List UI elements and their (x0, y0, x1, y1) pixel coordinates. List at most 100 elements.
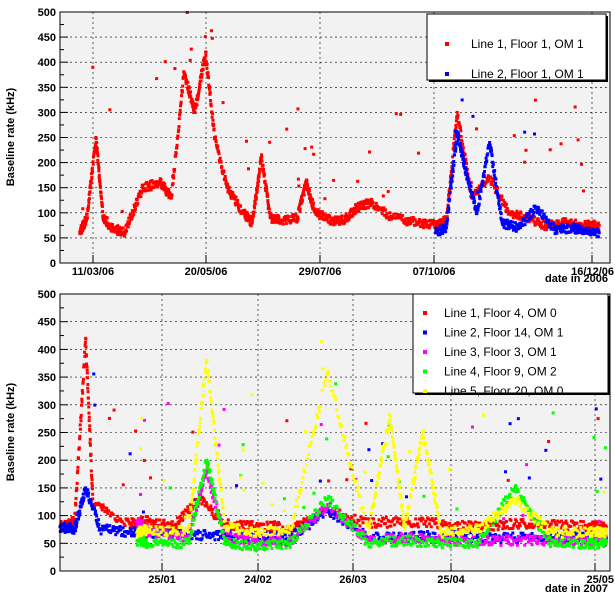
data-point (469, 181, 473, 185)
data-point (212, 418, 216, 422)
data-point (496, 194, 500, 198)
data-point (463, 153, 467, 157)
data-point (401, 535, 405, 539)
data-point (393, 212, 397, 216)
data-point (505, 525, 509, 529)
data-point (106, 511, 110, 515)
data-point (67, 530, 71, 534)
data-point (152, 527, 156, 531)
data-point (357, 519, 361, 523)
data-point (195, 457, 199, 461)
data-point (81, 377, 85, 381)
data-point (160, 525, 164, 529)
data-point (277, 520, 281, 524)
data-point (525, 219, 529, 223)
data-point (214, 140, 218, 144)
data-point (498, 194, 502, 198)
data-point (155, 180, 159, 184)
data-point (456, 139, 460, 143)
data-point (482, 172, 486, 176)
data-point (514, 221, 518, 225)
data-point (153, 532, 157, 536)
data-point (200, 75, 204, 79)
data-point (165, 193, 169, 197)
data-point (218, 477, 221, 481)
data-point (382, 535, 386, 539)
data-point (349, 525, 353, 529)
data-point (141, 183, 145, 187)
data-point (548, 532, 552, 536)
data-point (166, 543, 170, 547)
data-point (142, 542, 146, 546)
data-point (506, 496, 510, 500)
data-point (497, 524, 501, 528)
data-point (503, 499, 507, 503)
data-point (433, 522, 437, 526)
data-point (587, 220, 591, 224)
data-point (504, 209, 508, 213)
data-point (243, 532, 247, 536)
data-point (164, 542, 168, 546)
data-point (221, 505, 225, 509)
data-point (138, 192, 142, 196)
data-point (131, 520, 135, 524)
data-point (159, 532, 163, 536)
data-point (75, 481, 79, 485)
data-point (348, 517, 352, 521)
data-point (121, 526, 125, 530)
data-point (167, 541, 171, 545)
data-point (532, 220, 536, 224)
data-point (93, 148, 97, 152)
data-point (342, 513, 346, 517)
data-point (367, 538, 371, 542)
data-point (204, 53, 208, 57)
data-point (201, 401, 205, 405)
data-point (440, 229, 444, 233)
data-point (217, 152, 221, 156)
data-point (592, 224, 596, 228)
data-point (108, 416, 111, 420)
data-point (360, 202, 364, 206)
data-point (397, 535, 401, 539)
data-point (456, 521, 460, 525)
data-point (221, 530, 225, 534)
data-point (189, 534, 193, 538)
data-point (512, 134, 516, 138)
data-point (498, 535, 502, 539)
data-point (595, 489, 599, 493)
data-point (560, 223, 564, 227)
data-point (464, 158, 468, 162)
data-point (576, 541, 580, 545)
data-point (143, 189, 147, 193)
data-point (77, 514, 81, 518)
data-point (197, 429, 201, 433)
data-point (464, 541, 468, 545)
data-point (199, 79, 203, 83)
data-point (175, 530, 179, 534)
data-point (553, 520, 557, 524)
data-point (330, 510, 334, 514)
data-point (553, 232, 557, 236)
data-point (514, 213, 518, 217)
data-point (186, 87, 190, 91)
data-point (356, 531, 360, 535)
data-point (147, 188, 151, 192)
data-point (194, 453, 198, 457)
data-point (206, 71, 210, 75)
data-point (588, 546, 592, 550)
data-point (200, 482, 204, 486)
data-point (293, 533, 297, 537)
data-point (489, 146, 493, 150)
data-point (554, 224, 558, 228)
data-point (73, 529, 77, 533)
data-point (343, 515, 347, 519)
data-point (421, 541, 425, 545)
data-point (506, 220, 510, 224)
y-tick-label: 250 (38, 133, 56, 145)
data-point (80, 400, 84, 404)
data-point (235, 484, 239, 488)
data-point (556, 219, 560, 223)
data-point (547, 218, 551, 222)
data-point (59, 519, 63, 523)
